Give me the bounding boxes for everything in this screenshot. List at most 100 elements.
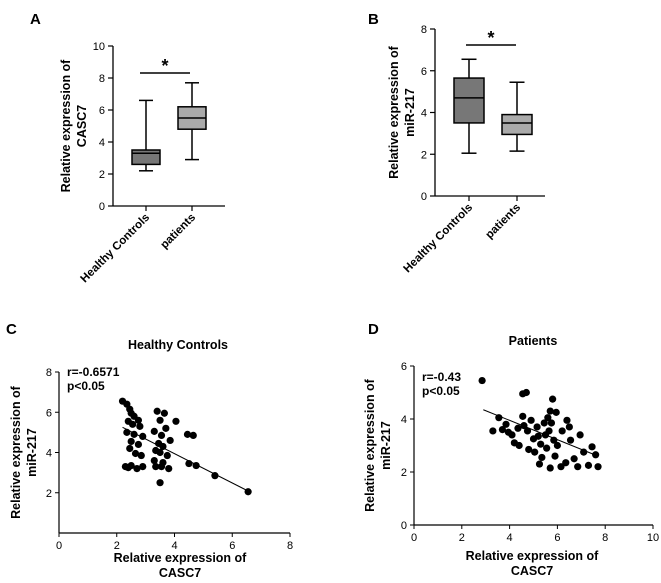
panel-d-stat-text-2: p<0.05 <box>422 384 460 398</box>
panel-c-x-axis-title-line-2: CASC7 <box>159 566 201 580</box>
panel-d-data-point <box>552 408 560 416</box>
panel-a-y-tick-label: 2 <box>99 169 105 181</box>
panel-d-y-tick-label: 4 <box>401 414 407 426</box>
panel-d-data-point <box>508 431 516 439</box>
panel-d-data-point <box>544 414 552 422</box>
panel-d-x-tick-label: 0 <box>411 532 417 544</box>
chart-panel-c: 2 4 6 8 0 2 4 6 8 Healthy Controls r=-0.6571p<0.05… <box>9 338 293 580</box>
panel-c-data-point <box>189 431 197 439</box>
panel-a-y-axis-title-line-2: CASC7 <box>75 105 89 147</box>
panel-c-data-point <box>124 463 132 472</box>
panel-c-data-point <box>157 462 166 471</box>
panel-d-x-axis-title-line-1: Relative expression of <box>466 549 600 563</box>
panel-d-data-point <box>584 461 593 469</box>
panel-c-data-point <box>131 449 140 458</box>
panel-d-y-axis-title: Relative expression of miR-217 <box>363 378 393 512</box>
panel-d-data-point <box>576 431 584 439</box>
panel-c-data-point <box>192 461 200 470</box>
panel-d-data-point <box>574 463 582 471</box>
panel-c-x-tick-label: 8 <box>287 540 293 552</box>
panel-d-x-tick-label: 4 <box>507 532 513 544</box>
panel-a-category-label: patients <box>158 212 198 252</box>
panel-c-data-point <box>127 437 135 446</box>
panel-c-data-point <box>159 442 167 451</box>
chart-panel-b: 0 2 4 6 8 Relative expression of miR-217 Health… <box>387 24 545 275</box>
panel-d-stat-text-1: r=-0.43 <box>422 370 461 384</box>
panel-b-significance-star: * <box>487 28 494 48</box>
panel-c-data-point <box>137 451 145 460</box>
panel-letter-d: D <box>368 321 379 338</box>
panel-d-data-point <box>592 451 600 459</box>
panel-a-category-label: Healthy Controls <box>79 212 153 286</box>
panel-d-data-point <box>545 427 553 435</box>
panel-d-x-tick-label: 6 <box>554 532 560 544</box>
panel-c-x-axis-title-line-1: Relative expression of <box>114 551 248 565</box>
panel-c-chart-title: Healthy Controls <box>128 338 228 352</box>
panel-c-y-tick-label: 8 <box>46 367 52 379</box>
panel-d-data-point <box>543 444 551 452</box>
panel-a-y-tick-label: 4 <box>99 137 105 149</box>
panel-d-data-point <box>551 452 559 460</box>
panel-c-data-point <box>134 416 143 424</box>
panel-c-x-tick-label: 4 <box>171 540 177 552</box>
panel-d-x-tick-label: 10 <box>647 532 659 544</box>
panel-c-x-tick-label: 0 <box>56 540 62 552</box>
panel-c-y-tick-label: 4 <box>46 448 52 460</box>
panel-c-data-point <box>136 422 144 430</box>
panel-c-data-point <box>153 407 161 415</box>
panel-d-data-point <box>515 441 523 450</box>
panel-a-y-axis-title: Relative expression of CASC7 <box>59 59 89 193</box>
panel-c-stat-text-1: r=-0.6571 <box>67 365 120 379</box>
panel-d-data-point <box>566 436 575 444</box>
panel-d-data-point <box>534 432 542 440</box>
chart-panel-a: 0 2 4 6 8 10 Relative expression of CASC7 Health… <box>59 41 225 285</box>
panel-b-box <box>453 77 485 124</box>
panel-d-data-point <box>558 427 566 435</box>
panel-c-data-point <box>163 451 171 460</box>
panel-d-data-point <box>547 419 556 427</box>
panel-c-data-point <box>150 456 158 465</box>
panel-d-chart-title: Patients <box>509 334 558 348</box>
panel-c-data-point <box>150 427 158 435</box>
panel-c-y-tick-label: 6 <box>46 407 52 419</box>
panel-c-y-axis-title: Relative expression of miR-217 <box>9 385 39 519</box>
panel-d-data-point <box>594 463 602 471</box>
panel-d-data-point <box>580 448 588 456</box>
panel-d-data-point <box>502 420 510 428</box>
panel-b-y-tick-label: 0 <box>421 191 427 203</box>
panel-d-y-axis-title-line-1: Relative expression of <box>363 378 377 512</box>
panel-d-data-point <box>522 388 530 397</box>
panel-c-y-tick-label: 2 <box>46 488 52 500</box>
panel-a-box <box>131 149 161 166</box>
panel-d-data-point <box>498 426 507 434</box>
panel-d-data-point <box>563 416 571 424</box>
panel-d-data-point <box>546 407 554 415</box>
panel-d-data-point <box>588 443 596 451</box>
panel-c-data-point <box>156 448 164 457</box>
panel-c-x-tick-label: 6 <box>229 540 235 552</box>
panel-c-data-point <box>165 465 173 473</box>
panel-c-data-point <box>134 440 143 449</box>
panel-d-data-point <box>525 445 533 454</box>
panel-d-data-point <box>546 464 554 472</box>
panel-b-y-tick-label: 8 <box>421 24 427 36</box>
panel-c-data-point <box>157 431 166 439</box>
panel-d-data-point <box>553 441 562 450</box>
panel-c-y-axis-title-line-2: miR-217 <box>25 428 39 477</box>
panel-d-data-point <box>489 427 497 435</box>
panel-b-category-label: Healthy Controls <box>402 202 476 276</box>
panel-letter-b: B <box>368 11 379 28</box>
panel-d-data-point <box>557 463 565 471</box>
panel-c-x-tick-label: 2 <box>114 540 120 552</box>
panel-c-data-point <box>133 465 141 473</box>
panel-d-x-tick-label: 2 <box>459 532 465 544</box>
panel-c-y-axis-title-line-1: Relative expression of <box>9 385 23 519</box>
panel-d-data-point <box>527 416 535 424</box>
panel-c-data-point <box>139 462 147 471</box>
panel-a-y-axis-title-line-1: Relative expression of <box>59 59 73 193</box>
panel-c-data-point <box>139 432 147 440</box>
panel-d-x-tick-label: 8 <box>602 532 608 544</box>
panel-d-y-axis-title-line-2: miR-217 <box>379 421 393 470</box>
panel-d-data-point <box>550 436 558 444</box>
